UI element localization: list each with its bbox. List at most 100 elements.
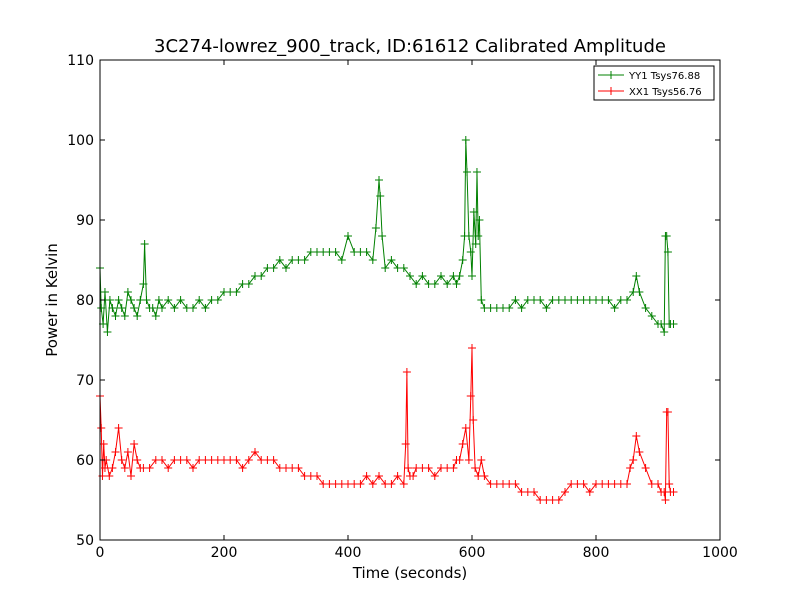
data-point xyxy=(647,312,656,320)
data-point xyxy=(561,488,569,496)
data-point xyxy=(356,480,365,488)
data-point xyxy=(170,304,179,312)
data-point xyxy=(469,208,478,216)
data-point xyxy=(511,480,520,488)
data-point xyxy=(458,440,467,448)
series-line xyxy=(99,347,674,501)
data-point xyxy=(145,464,154,472)
data-point xyxy=(133,456,142,464)
data-point xyxy=(127,296,135,304)
data-point xyxy=(375,472,383,480)
data-point xyxy=(100,288,109,296)
data-point xyxy=(344,232,352,240)
data-point xyxy=(164,296,173,304)
x-tick-label: 800 xyxy=(583,545,610,561)
data-point xyxy=(114,296,123,304)
data-point xyxy=(111,312,120,320)
data-point xyxy=(387,256,396,264)
data-point xyxy=(654,480,662,488)
data-point xyxy=(452,280,461,288)
data-point xyxy=(133,312,142,320)
data-point xyxy=(554,496,563,504)
data-point xyxy=(530,488,538,496)
data-point xyxy=(151,312,160,320)
data-point xyxy=(117,304,126,312)
data-point xyxy=(542,304,551,312)
data-point xyxy=(381,264,390,272)
data-point xyxy=(399,480,408,488)
data-point xyxy=(468,272,476,280)
data-point xyxy=(140,240,149,248)
data-point xyxy=(635,288,644,296)
data-point xyxy=(331,248,340,256)
y-tick-label: 110 xyxy=(67,53,94,69)
data-point xyxy=(257,272,266,280)
data-point xyxy=(471,240,480,248)
data-point xyxy=(401,440,410,448)
y-tick-label: 70 xyxy=(76,373,94,389)
data-point xyxy=(406,272,414,280)
data-point xyxy=(201,304,210,312)
series-1 xyxy=(96,136,678,336)
data-point xyxy=(469,416,478,424)
data-point xyxy=(477,296,486,304)
data-point xyxy=(105,472,114,480)
data-point xyxy=(371,224,380,232)
data-point xyxy=(387,480,396,488)
data-point xyxy=(505,304,514,312)
data-point xyxy=(275,256,284,264)
data-point xyxy=(635,448,644,456)
data-point xyxy=(108,304,117,312)
data-point xyxy=(669,320,678,328)
data-point xyxy=(158,304,166,312)
x-tick-label: 0 xyxy=(96,545,105,561)
axis-ticks: 0 200 400 600 800 1000 50 60 70 80 90 100 110 xyxy=(67,53,738,561)
data-point xyxy=(195,296,204,304)
legend-item: XX1 Tsys56.76 xyxy=(598,87,702,98)
data-point xyxy=(669,488,678,496)
data-point xyxy=(378,232,387,240)
data-point xyxy=(130,304,139,312)
data-point xyxy=(424,464,433,472)
data-point xyxy=(294,464,303,472)
legend-label: XX1 Tsys56.76 xyxy=(629,87,702,98)
data-point xyxy=(105,296,114,304)
legend-marker xyxy=(607,87,615,95)
data-point xyxy=(463,168,472,176)
data-point xyxy=(114,424,123,432)
data-point xyxy=(368,480,377,488)
y-axis-label: Power in Kelvin xyxy=(43,243,61,357)
y-tick-label: 80 xyxy=(76,293,94,309)
chart-title: 3C274-lowrez_900_track, ID:61612 Calibra… xyxy=(154,36,666,57)
data-point xyxy=(213,296,222,304)
data-point xyxy=(404,464,413,472)
data-point xyxy=(120,312,129,320)
data-point xyxy=(626,464,635,472)
data-point xyxy=(477,456,486,464)
data-point xyxy=(536,296,545,304)
data-point xyxy=(665,480,674,488)
data-point xyxy=(466,248,475,256)
data-point xyxy=(117,456,126,464)
data-point xyxy=(362,248,371,256)
data-point xyxy=(430,280,439,288)
data-point xyxy=(103,328,112,336)
data-point xyxy=(154,296,163,304)
data-point xyxy=(111,448,120,456)
data-point xyxy=(430,472,439,480)
data-point xyxy=(176,296,185,304)
data-point xyxy=(244,456,253,464)
data-point xyxy=(468,344,476,352)
y-tick-label: 90 xyxy=(76,213,94,229)
data-point xyxy=(511,296,520,304)
data-point xyxy=(244,280,253,288)
data-point xyxy=(629,456,638,464)
data-point xyxy=(238,464,247,472)
data-point xyxy=(458,256,467,264)
data-point xyxy=(455,272,464,280)
data-point xyxy=(120,464,129,472)
data-point xyxy=(402,368,411,376)
legend-item: YY1 Tsys76.88 xyxy=(598,71,700,82)
data-point xyxy=(368,256,377,264)
